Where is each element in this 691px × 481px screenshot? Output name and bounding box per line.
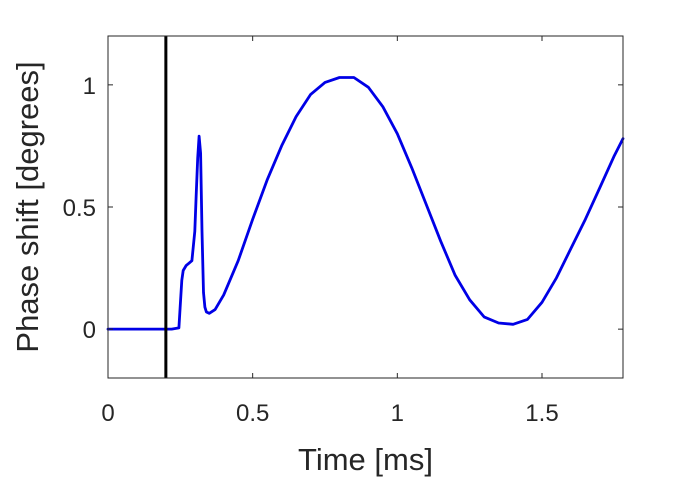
x-tick-label: 0.5 [236,400,269,427]
y-tick-label: 0.5 [63,195,96,222]
series-line-0 [106,76,625,331]
axis-ticks: 0 0.5 1 1.5 0 0.5 1 [63,36,623,427]
plot-area [108,36,623,378]
y-axis-label: Phase shift [degrees] [10,61,45,352]
y-tick-label: 1 [83,73,96,100]
x-tick-label: 1 [391,400,404,427]
x-tick-label: 0 [101,400,114,427]
y-tick-label: 0 [83,317,96,344]
data-marks [106,36,625,378]
x-axis-label: Time [ms] [298,442,433,477]
x-tick-label: 1.5 [525,400,558,427]
